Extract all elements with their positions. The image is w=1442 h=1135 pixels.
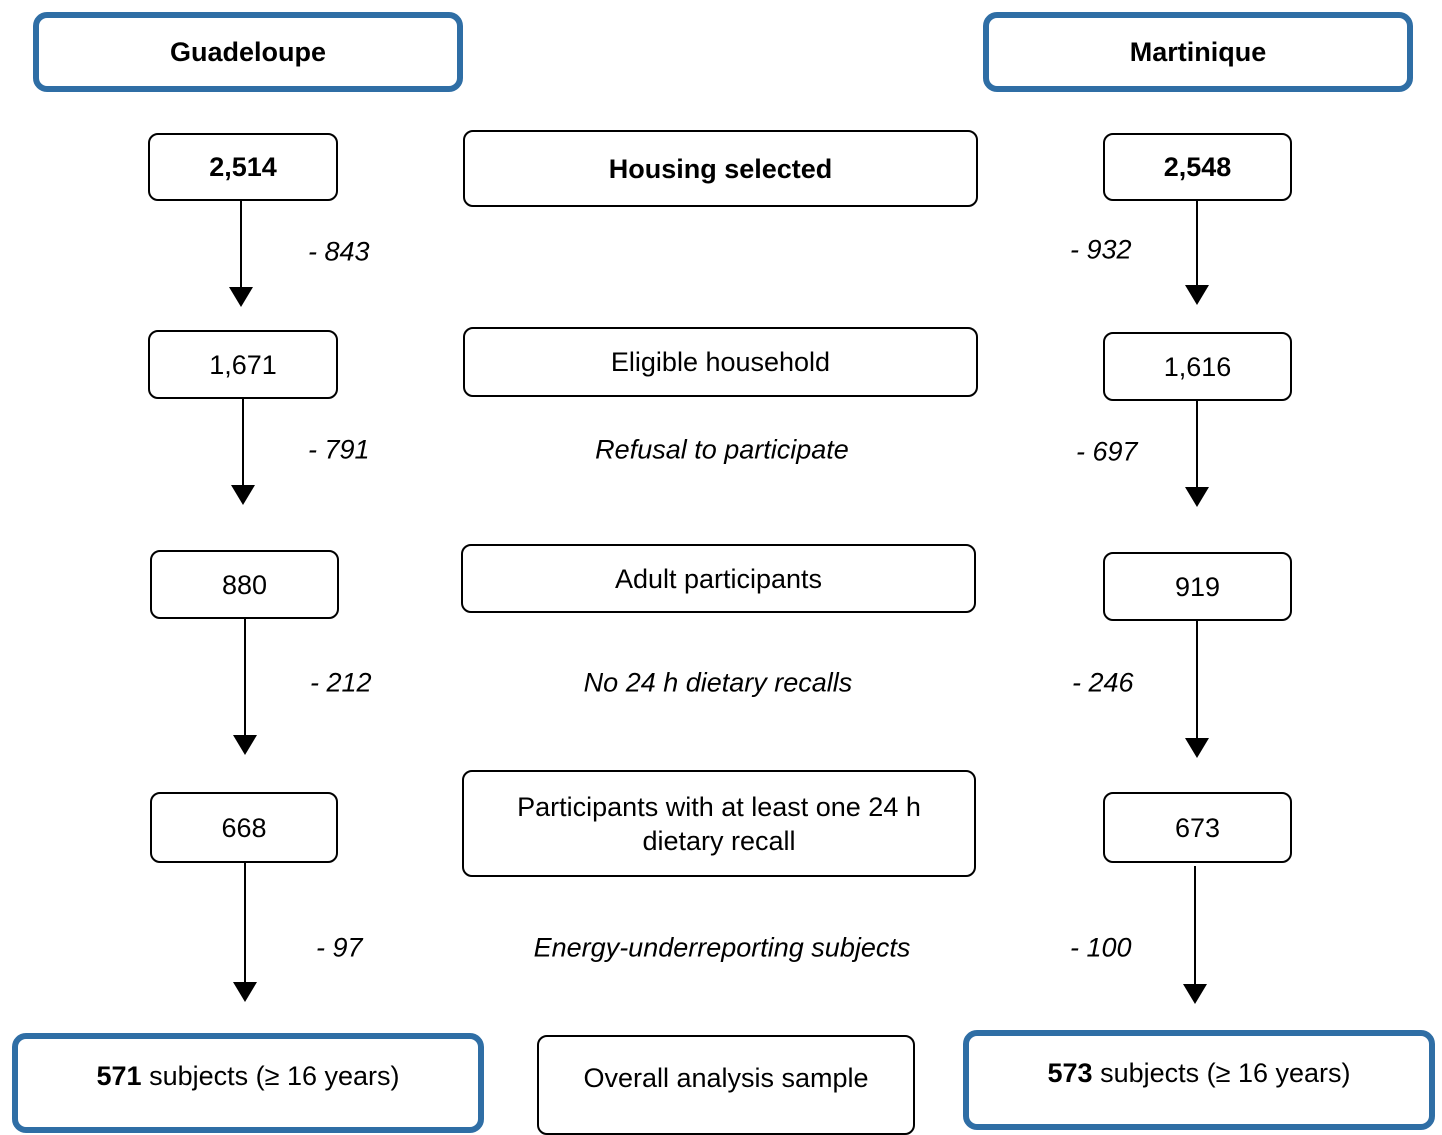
- exclusion-count: - 932: [1070, 234, 1132, 265]
- region-header: Guadeloupe: [33, 12, 463, 92]
- final-box: 573 subjects (≥ 16 years): [963, 1030, 1435, 1130]
- exclusion-count: - 212: [310, 667, 372, 698]
- stage-box: Participants with at least one 24 h diet…: [462, 770, 976, 877]
- exclusion-count: - 100: [1070, 932, 1132, 963]
- count-box: 2,514: [148, 133, 338, 201]
- count-box: 919: [1103, 552, 1292, 621]
- count-box: 2,548: [1103, 133, 1292, 201]
- exclusion-count: - 843: [308, 236, 370, 267]
- stage-box: Adult participants: [461, 544, 976, 613]
- exclusion-count: - 791: [308, 434, 370, 465]
- final-box: 571 subjects (≥ 16 years): [12, 1033, 484, 1133]
- exclusion-reason: Energy-underreporting subjects: [533, 932, 911, 963]
- final-text: subjects (≥ 16 years): [1100, 1058, 1351, 1088]
- region-header: Martinique: [983, 12, 1413, 92]
- stage-box: Eligible household: [463, 327, 978, 397]
- final-text: subjects (≥ 16 years): [149, 1061, 400, 1091]
- count-box: 673: [1103, 792, 1292, 863]
- final-label-box: Overall analysis sample: [537, 1035, 915, 1135]
- count-box: 1,616: [1103, 332, 1292, 401]
- exclusion-count: - 97: [316, 932, 363, 963]
- exclusion-count: - 246: [1072, 667, 1134, 698]
- count-box: 1,671: [148, 330, 338, 399]
- stage-box: Housing selected: [463, 130, 978, 207]
- count-box: 880: [150, 550, 339, 619]
- exclusion-reason: Refusal to participate: [595, 434, 849, 465]
- count-box: 668: [150, 792, 338, 863]
- final-count: 571: [96, 1061, 142, 1091]
- exclusion-reason: No 24 h dietary recalls: [583, 667, 853, 698]
- final-count: 573: [1047, 1058, 1093, 1088]
- exclusion-count: - 697: [1076, 436, 1138, 467]
